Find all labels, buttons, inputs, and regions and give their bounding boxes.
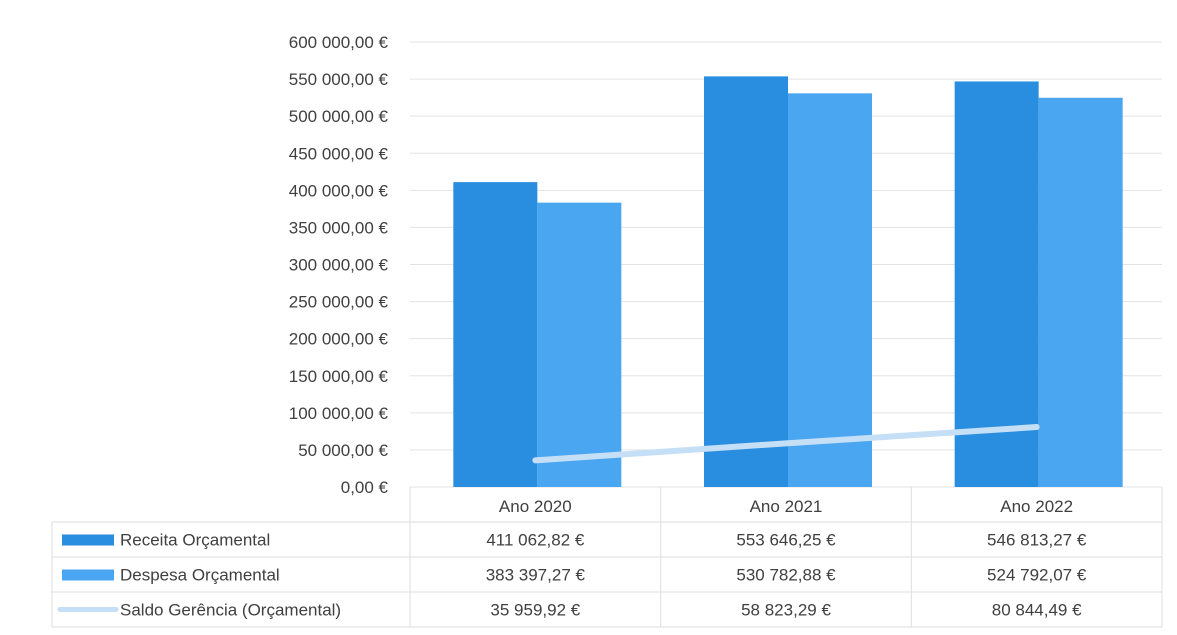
y-axis-ticks: 0,00 € 50 000,00 € 100 000,00 € 150 000,00 … bbox=[289, 33, 389, 497]
y-tick-label: 300 000,00 € bbox=[289, 256, 389, 275]
data-table-value: 411 062,82 € bbox=[486, 531, 585, 550]
bar bbox=[954, 81, 1039, 487]
y-tick-label: 550 000,00 € bbox=[289, 70, 389, 89]
bar bbox=[788, 93, 872, 487]
series-name: Despesa Orçamental bbox=[120, 566, 280, 585]
x-category-label: Ano 2021 bbox=[750, 497, 823, 516]
bar bbox=[453, 182, 538, 487]
y-tick-label: 150 000,00 € bbox=[289, 367, 389, 386]
bars bbox=[453, 76, 1123, 488]
legend-key bbox=[62, 569, 114, 581]
y-tick-label: 450 000,00 € bbox=[289, 144, 389, 163]
data-table-value: 530 782,88 € bbox=[736, 566, 836, 585]
line-series-path bbox=[532, 424, 1040, 464]
bar bbox=[1038, 97, 1123, 488]
y-tick-label: 50 000,00 € bbox=[298, 441, 388, 460]
line-series bbox=[532, 424, 1040, 464]
series-name: Saldo Gerência (Orçamental) bbox=[120, 601, 341, 620]
data-table-value: 58 823,29 € bbox=[741, 601, 831, 620]
data-table-value: 383 397,27 € bbox=[486, 566, 586, 585]
y-tick-label: 0,00 € bbox=[341, 478, 389, 497]
legend-key bbox=[62, 534, 114, 546]
y-tick-label: 250 000,00 € bbox=[289, 293, 389, 312]
x-category-label: Ano 2020 bbox=[499, 497, 572, 516]
bar bbox=[704, 76, 788, 487]
data-table-value: 553 646,25 € bbox=[736, 531, 836, 550]
y-tick-label: 350 000,00 € bbox=[289, 218, 389, 237]
data-table: Ano 2020 Ano 2021 Ano 2022 Receita Orçament… bbox=[51, 487, 1163, 628]
data-table-value: 524 792,07 € bbox=[987, 566, 1087, 585]
bar bbox=[537, 202, 622, 487]
x-category-label: Ano 2022 bbox=[1000, 497, 1073, 516]
y-tick-label: 200 000,00 € bbox=[289, 330, 389, 349]
data-table-value: 546 813,27 € bbox=[987, 531, 1087, 550]
series-name: Receita Orçamental bbox=[120, 531, 270, 550]
y-tick-label: 100 000,00 € bbox=[289, 404, 389, 423]
y-tick-label: 400 000,00 € bbox=[289, 181, 389, 200]
data-table-value: 35 959,92 € bbox=[490, 601, 580, 620]
data-table-value: 80 844,49 € bbox=[992, 601, 1082, 620]
y-tick-label: 500 000,00 € bbox=[289, 107, 389, 126]
y-tick-label: 600 000,00 € bbox=[289, 33, 389, 52]
